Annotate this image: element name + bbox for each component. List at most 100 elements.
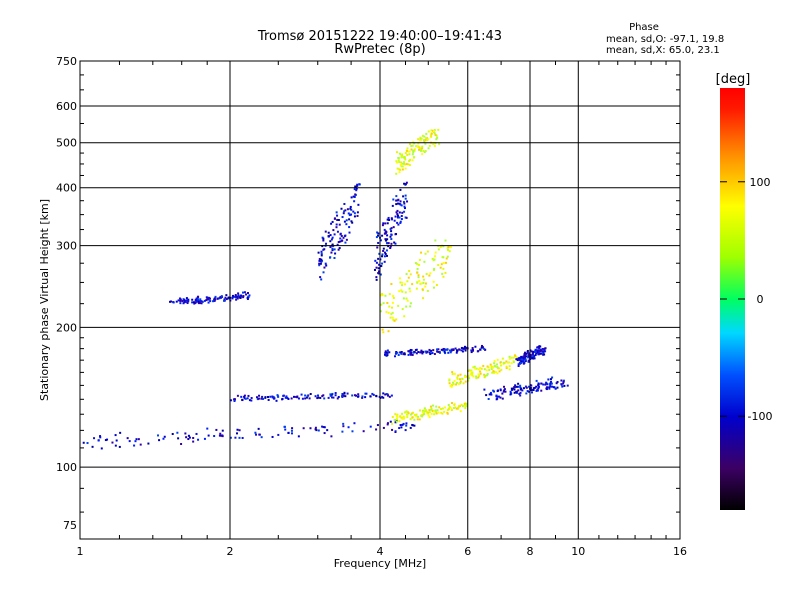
echo-point [381, 234, 384, 237]
echo-point [413, 424, 416, 427]
echo-point [523, 353, 526, 356]
echo-point [353, 422, 356, 425]
echo-point [447, 408, 450, 411]
echo-point [415, 145, 418, 148]
echo-point [403, 353, 406, 356]
echo-point [459, 410, 462, 413]
echo-point [529, 387, 532, 390]
chart-subtitle: RwPretec (8p) [334, 42, 425, 57]
echo-point [430, 134, 433, 137]
echo-point [450, 407, 453, 410]
echo-point [464, 376, 467, 379]
echo-point [433, 132, 436, 135]
echo-point [229, 436, 232, 439]
echo-point [317, 394, 320, 397]
echo-point [345, 223, 348, 226]
echo-point [428, 348, 431, 351]
echo-point [111, 441, 114, 444]
echo-point [325, 242, 328, 245]
echo-point [509, 390, 512, 393]
echo-point [394, 215, 397, 218]
echo-point [333, 217, 336, 220]
echo-point [405, 297, 408, 300]
echo-point [385, 351, 388, 354]
echo-point [382, 331, 385, 334]
echo-point [384, 350, 387, 353]
echo-point [197, 438, 200, 441]
echo-point [443, 410, 446, 413]
echo-point [519, 391, 522, 394]
echo-point [377, 257, 380, 260]
echo-point [375, 278, 378, 281]
echo-point [420, 137, 423, 140]
echo-point [426, 289, 429, 292]
echo-point [523, 351, 526, 354]
echo-point [494, 365, 497, 368]
echo-point [504, 390, 507, 393]
echo-point [261, 395, 264, 398]
echo-point [544, 383, 547, 386]
echo-point [432, 130, 435, 133]
echo-point [362, 430, 365, 433]
y-tick-label: 400 [56, 182, 77, 195]
echo-point [432, 142, 435, 145]
echo-point [276, 394, 279, 397]
echo-point [420, 349, 423, 352]
echo-point [416, 281, 419, 284]
echo-point [199, 298, 202, 301]
echo-point [401, 156, 404, 159]
echo-point [450, 402, 453, 405]
echo-point [413, 148, 416, 151]
echo-point [347, 426, 350, 429]
echo-point [519, 386, 522, 389]
echo-point [531, 352, 534, 355]
echo-point [333, 233, 336, 236]
echo-point [351, 430, 354, 433]
echo-point [521, 389, 524, 392]
echo-point [417, 351, 420, 354]
echo-point [502, 361, 505, 364]
echo-point [421, 288, 424, 291]
echo-point [337, 248, 340, 251]
echo-point [378, 252, 381, 255]
echo-point [255, 396, 258, 399]
echo-point [385, 393, 388, 396]
echo-point [455, 407, 458, 410]
echo-point [436, 136, 439, 139]
echo-point [486, 373, 489, 376]
echo-point [398, 427, 401, 430]
echo-point [329, 393, 332, 396]
echo-point [397, 198, 400, 201]
echo-point [442, 256, 445, 259]
echo-point [405, 305, 408, 308]
echo-point [555, 382, 558, 385]
echo-point [426, 137, 429, 140]
echo-point [186, 302, 189, 305]
echo-point [455, 383, 458, 386]
echo-point [187, 298, 190, 301]
echo-point [337, 241, 340, 244]
echo-point [474, 345, 477, 348]
echo-point [527, 390, 530, 393]
echo-point [401, 162, 404, 165]
echo-point [450, 385, 453, 388]
echo-point [517, 365, 520, 368]
echo-point [475, 377, 478, 380]
echo-point [395, 350, 398, 353]
echo-point [434, 133, 437, 136]
echo-point [450, 384, 453, 387]
echo-point [471, 374, 474, 377]
echo-point [452, 381, 455, 384]
echo-point [425, 132, 428, 135]
echo-point [320, 252, 323, 255]
echo-point [535, 385, 538, 388]
y-tick-label: 600 [56, 100, 77, 113]
echo-point [412, 149, 415, 152]
echo-point [521, 359, 524, 362]
echo-point [215, 428, 218, 431]
phase-heading: Phase [629, 22, 659, 33]
echo-point [406, 200, 409, 203]
echo-point [247, 295, 250, 298]
echo-point [398, 152, 401, 155]
echo-point [353, 195, 356, 198]
